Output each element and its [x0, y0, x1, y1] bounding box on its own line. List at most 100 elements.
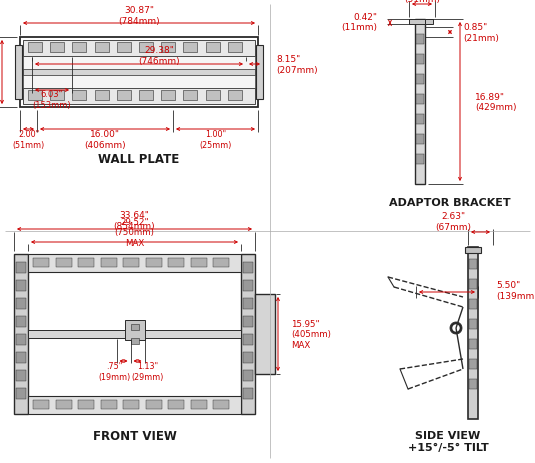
Bar	[409, 20, 431, 25]
Bar	[243, 352, 253, 363]
Bar	[415, 20, 425, 185]
Text: ADAPTOR BRACKET: ADAPTOR BRACKET	[389, 198, 511, 207]
Bar	[256, 46, 263, 100]
Bar	[146, 400, 162, 409]
Text: 0.42"
(11mm): 0.42" (11mm)	[341, 13, 377, 32]
Bar	[243, 316, 253, 327]
Bar	[191, 258, 207, 268]
Text: 2.00"
(51mm): 2.00" (51mm)	[12, 130, 44, 150]
Text: 1.13"
(29mm): 1.13" (29mm)	[131, 362, 164, 381]
Text: 2.63"
(67mm): 2.63" (67mm)	[435, 212, 471, 231]
Text: WALL PLATE: WALL PLATE	[98, 153, 180, 166]
Bar	[78, 258, 94, 268]
Bar	[14, 255, 28, 414]
Bar	[425, 20, 433, 25]
Bar	[469, 359, 477, 369]
Bar	[72, 43, 86, 53]
Text: 29.38"
(746mm): 29.38" (746mm)	[138, 46, 180, 66]
Bar	[28, 330, 241, 338]
Bar	[416, 115, 424, 125]
Bar	[191, 400, 207, 409]
Bar	[243, 281, 253, 291]
Bar	[95, 91, 109, 101]
Bar	[469, 279, 477, 289]
Bar	[16, 352, 26, 363]
Bar	[20, 38, 258, 108]
Bar	[468, 247, 478, 419]
Bar	[15, 46, 22, 100]
Bar	[72, 91, 86, 101]
Bar	[101, 258, 117, 268]
Bar	[16, 281, 26, 291]
Bar	[228, 43, 242, 53]
Bar	[28, 43, 42, 53]
Bar	[169, 258, 185, 268]
Bar	[131, 338, 139, 344]
Bar	[243, 298, 253, 309]
Text: 16.00"
(406mm): 16.00" (406mm)	[84, 130, 126, 150]
Bar	[50, 43, 64, 53]
Bar	[416, 135, 424, 144]
Bar	[469, 300, 477, 309]
Bar	[243, 370, 253, 381]
Bar	[16, 388, 26, 399]
Bar	[469, 259, 477, 269]
Text: 33.64"
(854mm): 33.64" (854mm)	[114, 211, 155, 230]
Bar	[205, 91, 219, 101]
Bar	[416, 35, 424, 45]
Bar	[123, 400, 139, 409]
Text: 1.00"
(25mm): 1.00" (25mm)	[200, 130, 232, 150]
Bar	[184, 43, 197, 53]
Bar	[28, 396, 241, 414]
Bar	[469, 379, 477, 389]
Bar	[33, 400, 49, 409]
Bar	[255, 294, 275, 374]
Bar	[184, 91, 197, 101]
Text: 6.03"
(153mm): 6.03" (153mm)	[33, 90, 71, 109]
Bar	[78, 400, 94, 409]
Bar	[169, 400, 185, 409]
Bar	[16, 298, 26, 309]
Bar	[23, 41, 255, 57]
Bar	[228, 91, 242, 101]
Bar	[146, 258, 162, 268]
Text: 1.25"
(31mm): 1.25" (31mm)	[404, 0, 440, 4]
Bar	[416, 75, 424, 85]
Bar	[139, 91, 153, 101]
Circle shape	[450, 322, 462, 334]
Bar	[16, 316, 26, 327]
Text: 16.89"
(429mm): 16.89" (429mm)	[475, 93, 516, 112]
Text: 8.15"
(207mm): 8.15" (207mm)	[276, 55, 318, 75]
Bar	[161, 43, 175, 53]
Bar	[16, 370, 26, 381]
Bar	[243, 263, 253, 274]
Bar	[205, 43, 219, 53]
Bar	[117, 43, 131, 53]
Bar	[213, 258, 230, 268]
Bar	[56, 400, 72, 409]
Bar	[131, 324, 139, 330]
Bar	[469, 319, 477, 329]
Bar	[23, 57, 255, 89]
Bar	[416, 155, 424, 165]
Bar	[28, 255, 241, 272]
Bar	[56, 258, 72, 268]
Bar	[241, 255, 255, 414]
Bar	[465, 247, 481, 253]
Bar	[28, 91, 42, 101]
Bar	[16, 334, 26, 345]
Bar	[16, 263, 26, 274]
Bar	[139, 43, 153, 53]
Text: SIDE VIEW
+15°/-5° TILT: SIDE VIEW +15°/-5° TILT	[408, 430, 488, 452]
Bar	[416, 55, 424, 65]
Bar	[213, 400, 230, 409]
Bar	[23, 89, 255, 105]
Bar	[243, 388, 253, 399]
Text: 5.50"
(139mm): 5.50" (139mm)	[496, 281, 535, 300]
Bar	[125, 320, 144, 340]
Bar	[469, 339, 477, 349]
Bar	[95, 43, 109, 53]
Text: 15.95"
(405mm)
MAX: 15.95" (405mm) MAX	[291, 319, 331, 349]
Text: FRONT VIEW: FRONT VIEW	[93, 430, 177, 443]
Bar	[123, 258, 139, 268]
